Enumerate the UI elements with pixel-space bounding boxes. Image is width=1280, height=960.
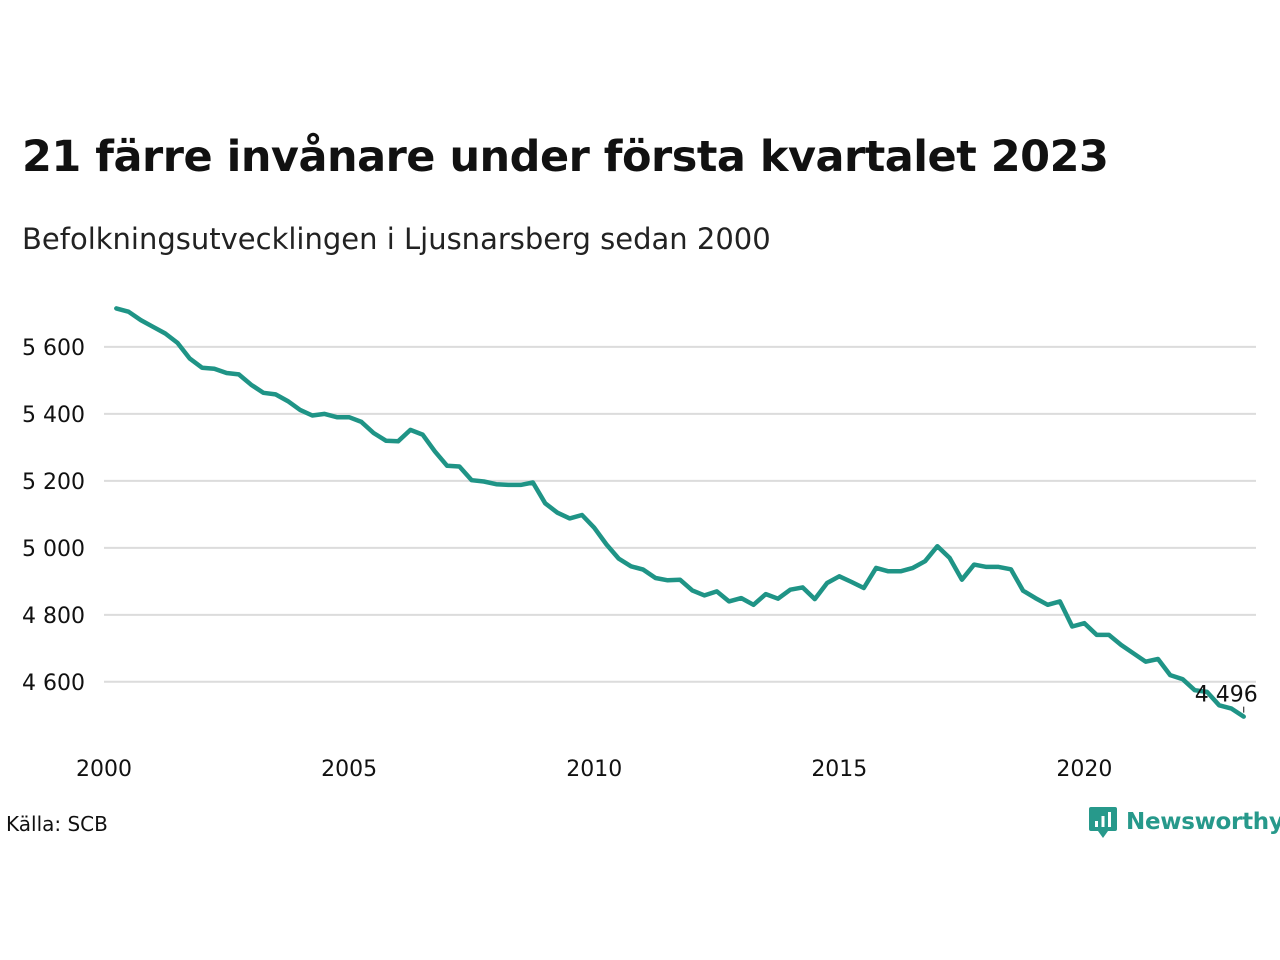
newsworthy-logo[interactable]: Newsworthy bbox=[1088, 804, 1280, 840]
population-line bbox=[114, 306, 1246, 719]
y-tick-label: 5 200 bbox=[22, 470, 85, 495]
x-tick-label: 2015 bbox=[811, 757, 867, 782]
y-tick-label: 4 600 bbox=[22, 671, 85, 696]
x-tick-label: 2000 bbox=[76, 757, 132, 782]
y-axis: 4 600 4 800 5 000 5 200 5 400 5 600 bbox=[22, 336, 85, 696]
chart-bubble-icon bbox=[1089, 807, 1117, 838]
gridlines bbox=[104, 345, 1256, 683]
chart-title: 21 färre invånare under första kvartalet… bbox=[22, 132, 1109, 182]
x-tick-label: 2020 bbox=[1056, 757, 1112, 782]
y-tick-label: 5 000 bbox=[22, 537, 85, 562]
source-note: Källa: SCB bbox=[6, 812, 108, 836]
y-tick-label: 4 800 bbox=[22, 604, 85, 629]
chart-subtitle: Befolkningsutvecklingen i Ljusnarsberg s… bbox=[22, 222, 771, 256]
y-tick-label: 5 400 bbox=[22, 403, 85, 428]
x-axis: 2000 2005 2010 2015 2020 bbox=[76, 757, 1112, 782]
x-tick-label: 2010 bbox=[566, 757, 622, 782]
x-tick-label: 2005 bbox=[321, 757, 377, 782]
y-tick-label: 5 600 bbox=[22, 336, 85, 361]
end-value-label: 4 496 bbox=[1195, 683, 1258, 708]
brand-name: Newsworthy bbox=[1126, 809, 1280, 835]
